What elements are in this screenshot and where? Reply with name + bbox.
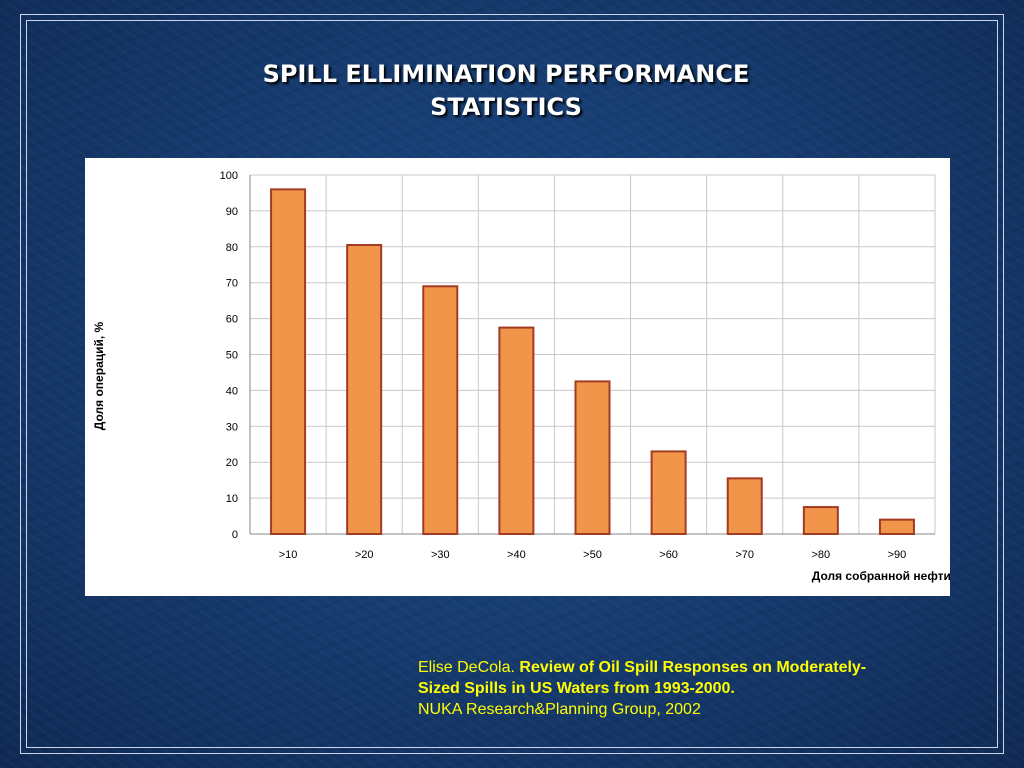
slide-frame-outer xyxy=(20,14,1004,754)
bar xyxy=(878,518,915,536)
bar xyxy=(346,244,383,535)
slide-title-line2: STATISTICS xyxy=(430,93,582,121)
x-tick-label: >80 xyxy=(811,549,830,561)
y-tick-label: 50 xyxy=(226,350,238,362)
citation-author: Elise DeCola. xyxy=(418,659,515,676)
y-tick-label: 20 xyxy=(226,457,238,469)
bar xyxy=(650,450,687,535)
x-tick-label: >90 xyxy=(888,549,907,561)
slide-title: SPILL ELLIMINATION PERFORMANCE STATISTIC… xyxy=(150,58,862,124)
citation-work-line2: Sized Spills in US Waters from 1993-2000… xyxy=(418,680,735,697)
y-tick-label: 90 xyxy=(226,206,238,218)
x-tick-label: >60 xyxy=(659,549,678,561)
bar xyxy=(574,380,611,535)
x-tick-label: >70 xyxy=(735,549,754,561)
bar xyxy=(726,477,763,536)
x-tick-label: >50 xyxy=(583,549,602,561)
y-axis-ticks: 0 10 20 30 40 50 60 70 80 90 100 xyxy=(220,170,238,541)
bar-chart: 0 10 20 30 40 50 60 70 80 90 100 >10 >20 >30 >40 >50 >6… xyxy=(92,170,950,583)
x-tick-label: >20 xyxy=(355,549,374,561)
y-tick-label: 60 xyxy=(226,314,238,326)
bar xyxy=(498,326,535,535)
y-tick-label: 100 xyxy=(220,170,238,182)
y-axis-label: Доля операций, % xyxy=(92,321,106,430)
y-tick-label: 0 xyxy=(232,529,238,541)
slide-frame-inner xyxy=(26,20,998,748)
citation-work-line1: Review of Oil Spill Responses on Moderat… xyxy=(519,659,867,676)
bar xyxy=(422,285,459,535)
x-axis-ticks: >10 >20 >30 >40 >50 >60 >70 >80 >90 xyxy=(279,549,907,561)
slide-title-line1: SPILL ELLIMINATION PERFORMANCE xyxy=(262,60,750,88)
citation: Elise DeCola. Review of Oil Spill Respon… xyxy=(418,657,998,720)
bar xyxy=(802,506,839,536)
chart-container: 0 10 20 30 40 50 60 70 80 90 100 >10 >20 >30 >40 >50 >6… xyxy=(85,158,950,596)
citation-publisher: NUKA Research&Planning Group, 2002 xyxy=(418,701,701,718)
x-tick-label: >10 xyxy=(279,549,298,561)
y-tick-label: 30 xyxy=(226,421,238,433)
x-axis-label: Доля собранной нефти, % xyxy=(812,569,950,583)
bar xyxy=(270,188,307,536)
y-tick-label: 70 xyxy=(226,278,238,290)
y-tick-label: 10 xyxy=(226,493,238,505)
x-tick-label: >40 xyxy=(507,549,526,561)
y-tick-label: 40 xyxy=(226,385,238,397)
x-tick-label: >30 xyxy=(431,549,450,561)
y-tick-label: 80 xyxy=(226,242,238,254)
chart-bars xyxy=(270,188,915,536)
